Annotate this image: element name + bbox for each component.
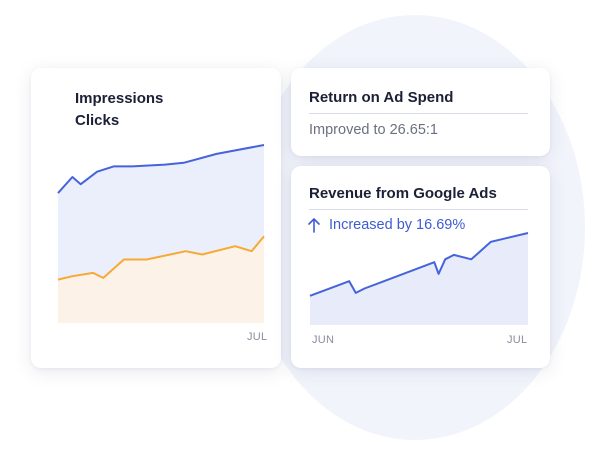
arrow-up-icon	[308, 218, 320, 233]
clicks-series-area	[58, 236, 264, 323]
impressions-clicks-card: Impressions Clicks JUL	[31, 68, 281, 368]
impressions-clicks-chart	[57, 144, 265, 323]
x-axis-label-jun: JUN	[312, 334, 335, 346]
revenue-series-line	[309, 232, 529, 297]
impressions-series-line	[57, 144, 265, 194]
x-axis-label-jul: JUL	[247, 331, 268, 343]
revenue-card: Revenue from Google Ads Increased by 16.…	[291, 166, 550, 368]
revenue-chart	[309, 232, 529, 325]
roas-card: Return on Ad Spend Improved to 26.65:1	[291, 68, 550, 156]
divider	[309, 209, 528, 210]
revenue-title: Revenue from Google Ads	[309, 185, 497, 202]
revenue-status: Increased by 16.69%	[307, 217, 465, 233]
clicks-series-line	[57, 235, 265, 281]
revenue-status-text: Increased by 16.69%	[329, 217, 466, 233]
divider	[309, 113, 528, 114]
legend-impressions: Impressions	[75, 90, 164, 107]
roas-title: Return on Ad Spend	[309, 89, 454, 106]
roas-status: Improved to 26.65:1	[309, 122, 438, 138]
legend-clicks: Clicks	[75, 112, 120, 129]
revenue-series-area	[310, 233, 528, 325]
x-axis-label-jul: JUL	[507, 334, 528, 346]
